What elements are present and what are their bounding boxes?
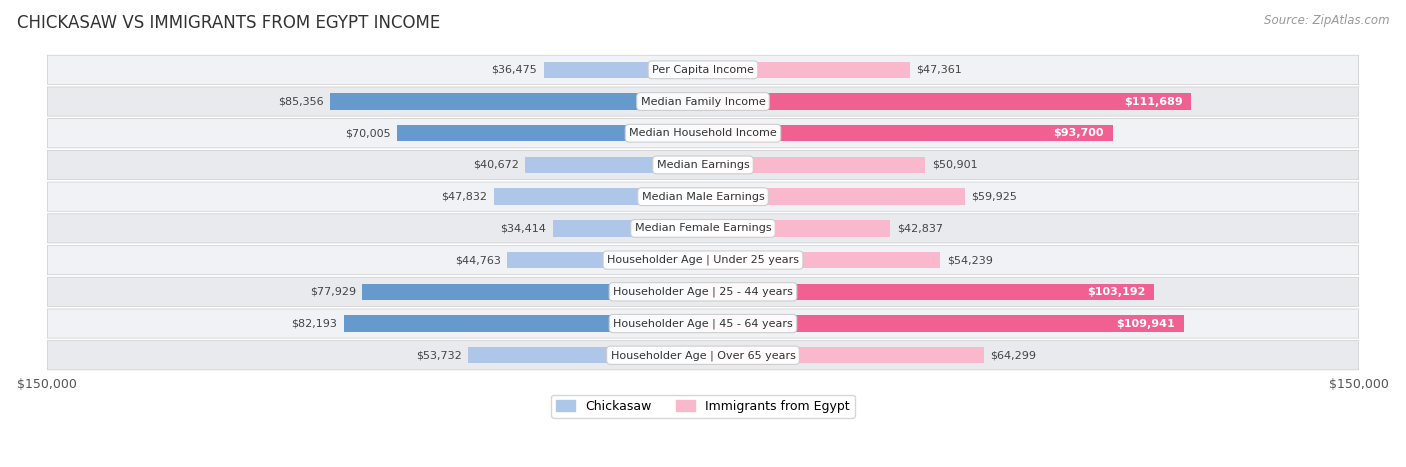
Bar (703, 157, 925, 173)
Bar (703, 220, 890, 237)
Text: $36,475: $36,475 (491, 65, 537, 75)
Text: Per Capita Income: Per Capita Income (652, 65, 754, 75)
Text: Median Household Income: Median Household Income (628, 128, 778, 138)
Text: $109,941: $109,941 (1116, 318, 1175, 329)
Text: Median Earnings: Median Earnings (657, 160, 749, 170)
Text: Householder Age | 45 - 64 years: Householder Age | 45 - 64 years (613, 318, 793, 329)
Bar (703, 188, 965, 205)
Text: $34,414: $34,414 (501, 223, 546, 234)
Text: CHICKASAW VS IMMIGRANTS FROM EGYPT INCOME: CHICKASAW VS IMMIGRANTS FROM EGYPT INCOM… (17, 14, 440, 32)
Text: Householder Age | 25 - 44 years: Householder Age | 25 - 44 years (613, 287, 793, 297)
Text: $44,763: $44,763 (456, 255, 501, 265)
Bar (363, 283, 703, 300)
Bar (526, 157, 703, 173)
Text: $47,361: $47,361 (917, 65, 962, 75)
Text: $77,929: $77,929 (309, 287, 356, 297)
Bar (703, 62, 910, 78)
FancyBboxPatch shape (48, 150, 1358, 179)
Text: $70,005: $70,005 (344, 128, 391, 138)
Bar (703, 347, 984, 363)
Text: $42,837: $42,837 (897, 223, 943, 234)
Bar (703, 315, 1184, 332)
Text: Median Female Earnings: Median Female Earnings (634, 223, 772, 234)
Text: Median Family Income: Median Family Income (641, 97, 765, 106)
Bar (703, 125, 1112, 142)
FancyBboxPatch shape (48, 340, 1358, 370)
FancyBboxPatch shape (48, 182, 1358, 211)
FancyBboxPatch shape (48, 246, 1358, 275)
Bar (553, 220, 703, 237)
FancyBboxPatch shape (48, 87, 1358, 116)
Text: $64,299: $64,299 (991, 350, 1036, 360)
Text: $82,193: $82,193 (291, 318, 337, 329)
Text: $111,689: $111,689 (1123, 97, 1182, 106)
FancyBboxPatch shape (48, 214, 1358, 243)
Bar (703, 283, 1154, 300)
Text: Source: ZipAtlas.com: Source: ZipAtlas.com (1264, 14, 1389, 27)
FancyBboxPatch shape (48, 55, 1358, 85)
Bar (544, 62, 703, 78)
Bar (343, 315, 703, 332)
Bar (508, 252, 703, 269)
Bar (703, 93, 1191, 110)
Text: Median Male Earnings: Median Male Earnings (641, 191, 765, 202)
Text: $53,732: $53,732 (416, 350, 461, 360)
Text: $85,356: $85,356 (278, 97, 323, 106)
Text: Householder Age | Under 25 years: Householder Age | Under 25 years (607, 255, 799, 265)
Text: $54,239: $54,239 (946, 255, 993, 265)
Text: Householder Age | Over 65 years: Householder Age | Over 65 years (610, 350, 796, 361)
Text: $40,672: $40,672 (472, 160, 519, 170)
Text: $93,700: $93,700 (1053, 128, 1104, 138)
Bar (330, 93, 703, 110)
Bar (396, 125, 703, 142)
FancyBboxPatch shape (48, 119, 1358, 148)
Bar (468, 347, 703, 363)
Text: $50,901: $50,901 (932, 160, 977, 170)
Text: $103,192: $103,192 (1087, 287, 1146, 297)
Text: $47,832: $47,832 (441, 191, 488, 202)
Bar (494, 188, 703, 205)
Text: $59,925: $59,925 (972, 191, 1018, 202)
Legend: Chickasaw, Immigrants from Egypt: Chickasaw, Immigrants from Egypt (551, 395, 855, 417)
FancyBboxPatch shape (48, 277, 1358, 306)
FancyBboxPatch shape (48, 309, 1358, 338)
Bar (703, 252, 941, 269)
